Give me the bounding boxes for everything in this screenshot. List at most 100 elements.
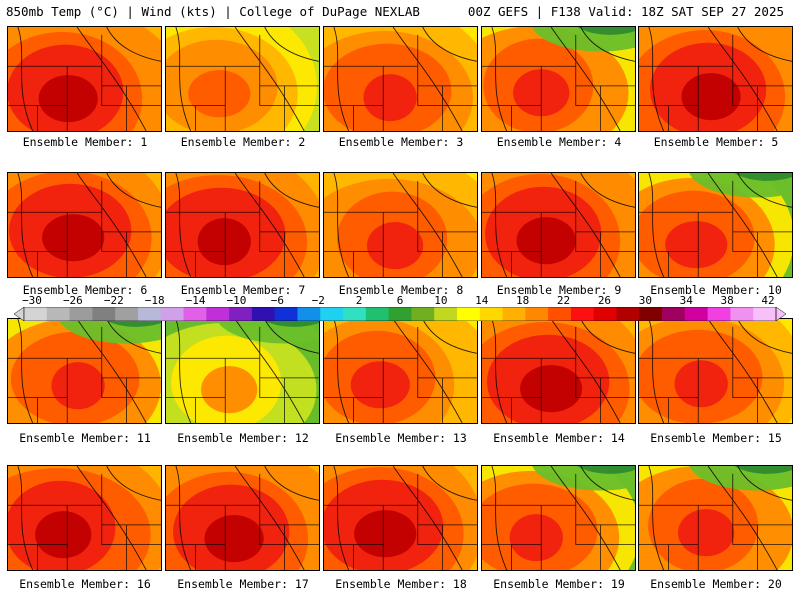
ensemble-member-label: Ensemble Member: 2: [180, 135, 306, 149]
colorbar-tick-label: −2: [311, 294, 325, 307]
colorbar-segment: [183, 307, 207, 321]
ensemble-member-map: [481, 26, 636, 132]
ensemble-member-label: Ensemble Member: 18: [335, 577, 467, 591]
temperature-field: [639, 173, 792, 277]
colorbar-segment: [137, 307, 162, 321]
ensemble-member-label: Ensemble Member: 15: [650, 431, 782, 445]
temperature-field: [166, 27, 319, 131]
colorbar-tick-label: 22: [556, 294, 571, 307]
ensemble-member-map: [638, 318, 793, 424]
colorbar-tick-label: 34: [679, 294, 693, 307]
colorbar-tick-label: −14: [185, 294, 206, 307]
temperature-field: [166, 466, 319, 570]
temperature-field: [324, 27, 477, 131]
ensemble-member-label: Ensemble Member: 1: [22, 135, 148, 149]
colorbar-segment: [753, 307, 777, 321]
colorbar-segment: [343, 307, 367, 321]
ensemble-member-map: [323, 26, 478, 132]
temperature-field: [639, 319, 792, 423]
colorbar-segment: [456, 307, 481, 321]
model-run-info: 00Z GEFS | F138 Valid: 18Z SAT SEP 27 20…: [467, 4, 784, 19]
header: 850mb Temp (°C) | Wind (kts) | College o…: [0, 0, 800, 24]
colorbar-min-arrow: [14, 307, 25, 321]
ensemble-member-map: [7, 26, 162, 132]
colorbar-segment: [92, 307, 116, 321]
ensemble-member-map: [7, 172, 162, 278]
temperature-colorbar: −30 −26 −22 −18 −14 −10 −6 −2 2 6 10 14 18 22 26 30 34 38…: [14, 294, 786, 321]
colorbar-segment: [251, 307, 276, 321]
temperature-field: [639, 27, 792, 131]
temperature-field: [8, 319, 161, 423]
colorbar-tick-label: 42: [761, 294, 775, 307]
temperature-field: [482, 173, 635, 277]
colorbar-segment: [593, 307, 617, 321]
colorbar-segment: [24, 307, 48, 321]
colorbar-segment: [525, 307, 549, 321]
colorbar-max-arrow: [775, 307, 786, 321]
colorbar-segment: [229, 307, 253, 321]
colorbar-tick-label: −30: [22, 294, 42, 307]
colorbar-tick-label: 26: [597, 294, 612, 307]
colorbar-segment: [365, 307, 390, 321]
temperature-field: [8, 27, 161, 131]
ensemble-member-label: Ensemble Member: 11: [19, 431, 151, 445]
ensemble-member-label: Ensemble Member: 6: [22, 283, 148, 297]
colorbar-tick-label: 6: [396, 294, 404, 307]
ensemble-member-map: [165, 318, 320, 424]
colorbar-segment: [160, 307, 185, 321]
colorbar-segment: [297, 307, 321, 321]
ensemble-member-map: [638, 26, 793, 132]
temperature-field: [324, 466, 477, 570]
colorbar-segment: [548, 307, 572, 321]
ensemble-member-label: Ensemble Member: 3: [338, 135, 464, 149]
ensemble-member-map: [7, 465, 162, 571]
temperature-field: [482, 319, 635, 423]
colorbar-tick-label: 30: [638, 294, 652, 307]
colorbar-segment: [388, 307, 412, 321]
temperature-field: [324, 319, 477, 423]
ensemble-member-map: [165, 172, 320, 278]
ensemble-member-map: [638, 172, 793, 278]
temperature-field: [8, 466, 161, 570]
temperature-field: [324, 173, 477, 277]
colorbar-tick-label: −26: [62, 294, 83, 307]
colorbar-segment: [639, 307, 663, 321]
colorbar-segment: [662, 307, 686, 321]
colorbar-tick-label: −10: [226, 294, 247, 307]
colorbar-tick-label: 38: [720, 294, 734, 307]
colorbar-tick-label: −6: [270, 294, 284, 307]
ensemble-member-label: Ensemble Member: 14: [493, 431, 625, 445]
map-title: 850mb Temp (°C) | Wind (kts) | College o…: [6, 4, 420, 19]
temperature-field: [482, 466, 635, 570]
ensemble-member-label: Ensemble Member: 19: [493, 577, 625, 591]
ensemble-member-map: [165, 465, 320, 571]
ensemble-member-map: [323, 318, 478, 424]
colorbar-segment: [684, 307, 709, 321]
colorbar-segment: [479, 307, 504, 321]
temperature-field: [166, 319, 319, 423]
colorbar-tick-label: 10: [434, 294, 448, 307]
ensemble-member-label: Ensemble Member: 13: [335, 431, 467, 445]
colorbar-segment: [730, 307, 754, 321]
colorbar-segment: [570, 307, 595, 321]
colorbar-tick-label: 14: [475, 294, 489, 307]
colorbar-segment: [616, 307, 640, 321]
colorbar-segment: [434, 307, 458, 321]
colorbar-segment: [46, 307, 71, 321]
ensemble-member-label: Ensemble Member: 16: [19, 577, 151, 591]
colorbar-segment: [502, 307, 526, 321]
colorbar-tick-label: 18: [516, 294, 530, 307]
ensemble-member-label: Ensemble Member: 12: [177, 431, 309, 445]
temperature-field: [8, 173, 161, 277]
temperature-field: [166, 173, 319, 277]
colorbar-segment: [206, 307, 230, 321]
colorbar-segment: [69, 307, 93, 321]
colorbar-segment: [320, 307, 344, 321]
ensemble-member-map: [323, 172, 478, 278]
ensemble-member-label: Ensemble Member: 17: [177, 577, 309, 591]
ensemble-member-label: Ensemble Member: 10: [650, 283, 782, 297]
ensemble-member-map: [481, 318, 636, 424]
ensemble-member-map: [481, 172, 636, 278]
ensemble-member-label: Ensemble Member: 8: [338, 283, 464, 297]
ensemble-member-map: [481, 465, 636, 571]
